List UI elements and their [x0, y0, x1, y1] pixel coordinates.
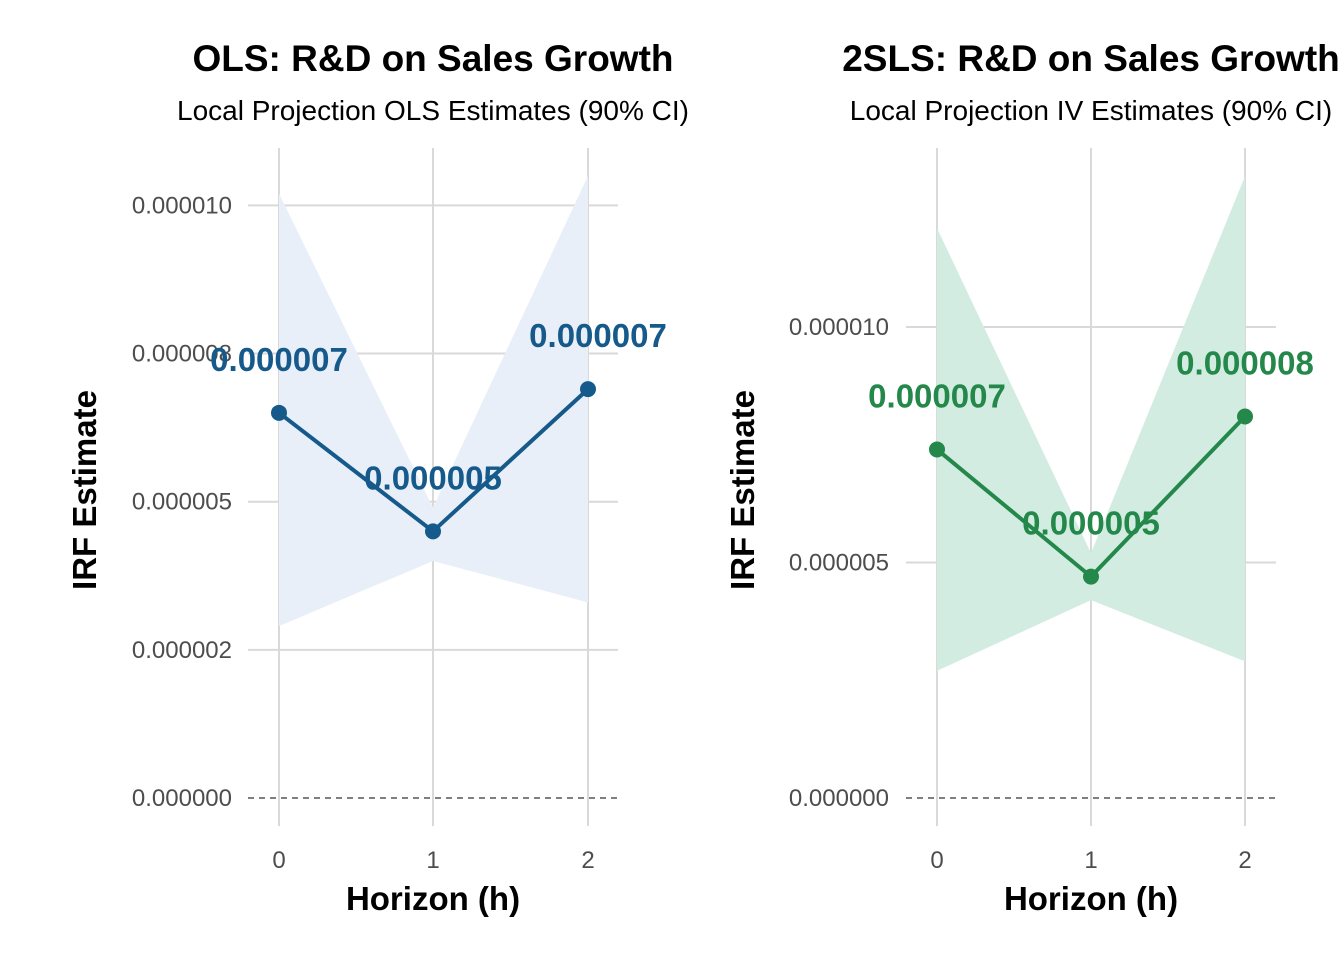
data-label: 0.000007 — [868, 377, 1006, 414]
irf-point — [425, 523, 441, 540]
confidence-band — [937, 176, 1245, 671]
data-label: 0.000007 — [210, 341, 348, 378]
x-tick-label: 1 — [426, 847, 439, 874]
confidence-band — [279, 175, 588, 627]
y-tick-label: 0.000005 — [132, 489, 232, 516]
y-tick-label: 0.000000 — [132, 785, 232, 812]
irf-point — [1083, 568, 1099, 585]
y-tick-label: 0.000010 — [132, 192, 232, 219]
y-tick-label: 0.000008 — [132, 341, 232, 368]
irf-point — [271, 404, 287, 421]
chart-title: OLS: R&D on Sales Growth — [192, 38, 673, 79]
chart-subtitle: Local Projection OLS Estimates (90% CI) — [177, 95, 689, 126]
y-tick-label: 0.000010 — [789, 314, 889, 341]
x-tick-label: 1 — [1084, 847, 1097, 874]
chart-panel-2sls: 0.000000 0.000005 0.000010 0.000007 0.000005… — [724, 38, 1340, 917]
x-tick-label: 0 — [272, 847, 285, 874]
x-axis-title: Horizon (h) — [346, 880, 520, 917]
x-axis-title: Horizon (h) — [1004, 880, 1178, 917]
x-tick-label: 0 — [930, 847, 943, 874]
data-label: 0.000007 — [529, 317, 667, 354]
irf-point — [580, 381, 596, 398]
irf-point — [929, 441, 945, 458]
y-tick-label: 0.000000 — [789, 785, 889, 812]
y-tick-label: 0.000002 — [132, 637, 232, 664]
chart-panel-ols: 0.000000 0.000002 0.000005 0.000008 0.000010… — [66, 38, 689, 917]
x-tick-label: 2 — [581, 847, 594, 874]
y-tick-label: 0.000005 — [789, 549, 889, 576]
chart-title: 2SLS: R&D on Sales Growth — [842, 38, 1340, 79]
data-label: 0.000008 — [1176, 344, 1314, 381]
data-label: 0.000005 — [364, 459, 502, 496]
y-axis-title: IRF Estimate — [724, 390, 761, 590]
data-label: 0.000005 — [1022, 505, 1160, 542]
y-axis-title: IRF Estimate — [66, 390, 103, 590]
x-tick-label: 2 — [1238, 847, 1251, 874]
irf-point — [1237, 408, 1253, 425]
chart-subtitle: Local Projection IV Estimates (90% CI) — [850, 95, 1332, 126]
